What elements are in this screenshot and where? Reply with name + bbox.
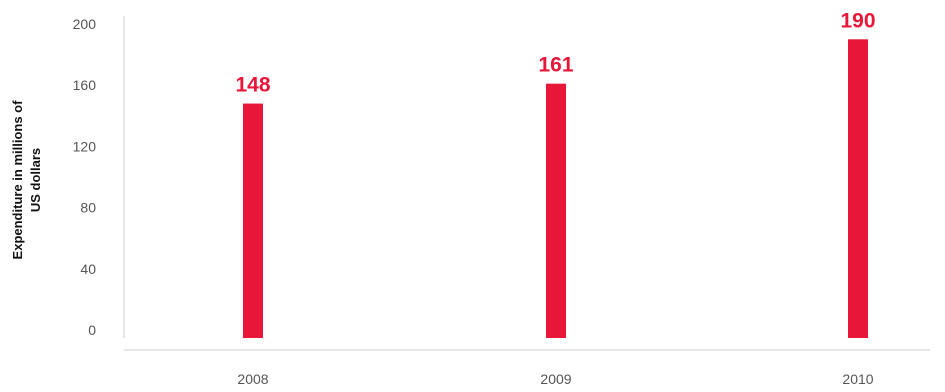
y-tick-label: 160 bbox=[73, 77, 97, 93]
y-axis-title-line-2: US dollars bbox=[28, 148, 43, 212]
data-label-2008: 148 bbox=[235, 74, 270, 97]
y-tick-label: 40 bbox=[80, 261, 96, 277]
data-label-2010: 190 bbox=[840, 9, 875, 32]
y-tick-label: 120 bbox=[73, 138, 97, 154]
x-tick-label-2010: 2010 bbox=[842, 371, 873, 387]
x-tick-label-2008: 2008 bbox=[237, 371, 268, 387]
x-tick-labels: 2008 2009 2010 bbox=[237, 371, 873, 387]
data-label-2009: 161 bbox=[538, 54, 573, 77]
y-axis-title-line-1: Expenditure in millions of bbox=[10, 100, 25, 260]
x-tick-label-2009: 2009 bbox=[540, 371, 571, 387]
data-labels: 148 161 190 bbox=[235, 9, 875, 96]
bar-2009 bbox=[546, 83, 566, 338]
bars bbox=[243, 39, 868, 339]
y-tick-label: 200 bbox=[73, 16, 97, 32]
bar-2008 bbox=[243, 103, 263, 338]
y-tick-labels: 0 40 80 120 160 200 bbox=[73, 16, 97, 338]
bar-2010 bbox=[848, 39, 868, 339]
y-tick-label: 0 bbox=[88, 322, 96, 338]
y-axis-title: Expenditure in millions of US dollars bbox=[10, 100, 43, 260]
y-tick-label: 80 bbox=[80, 200, 96, 216]
